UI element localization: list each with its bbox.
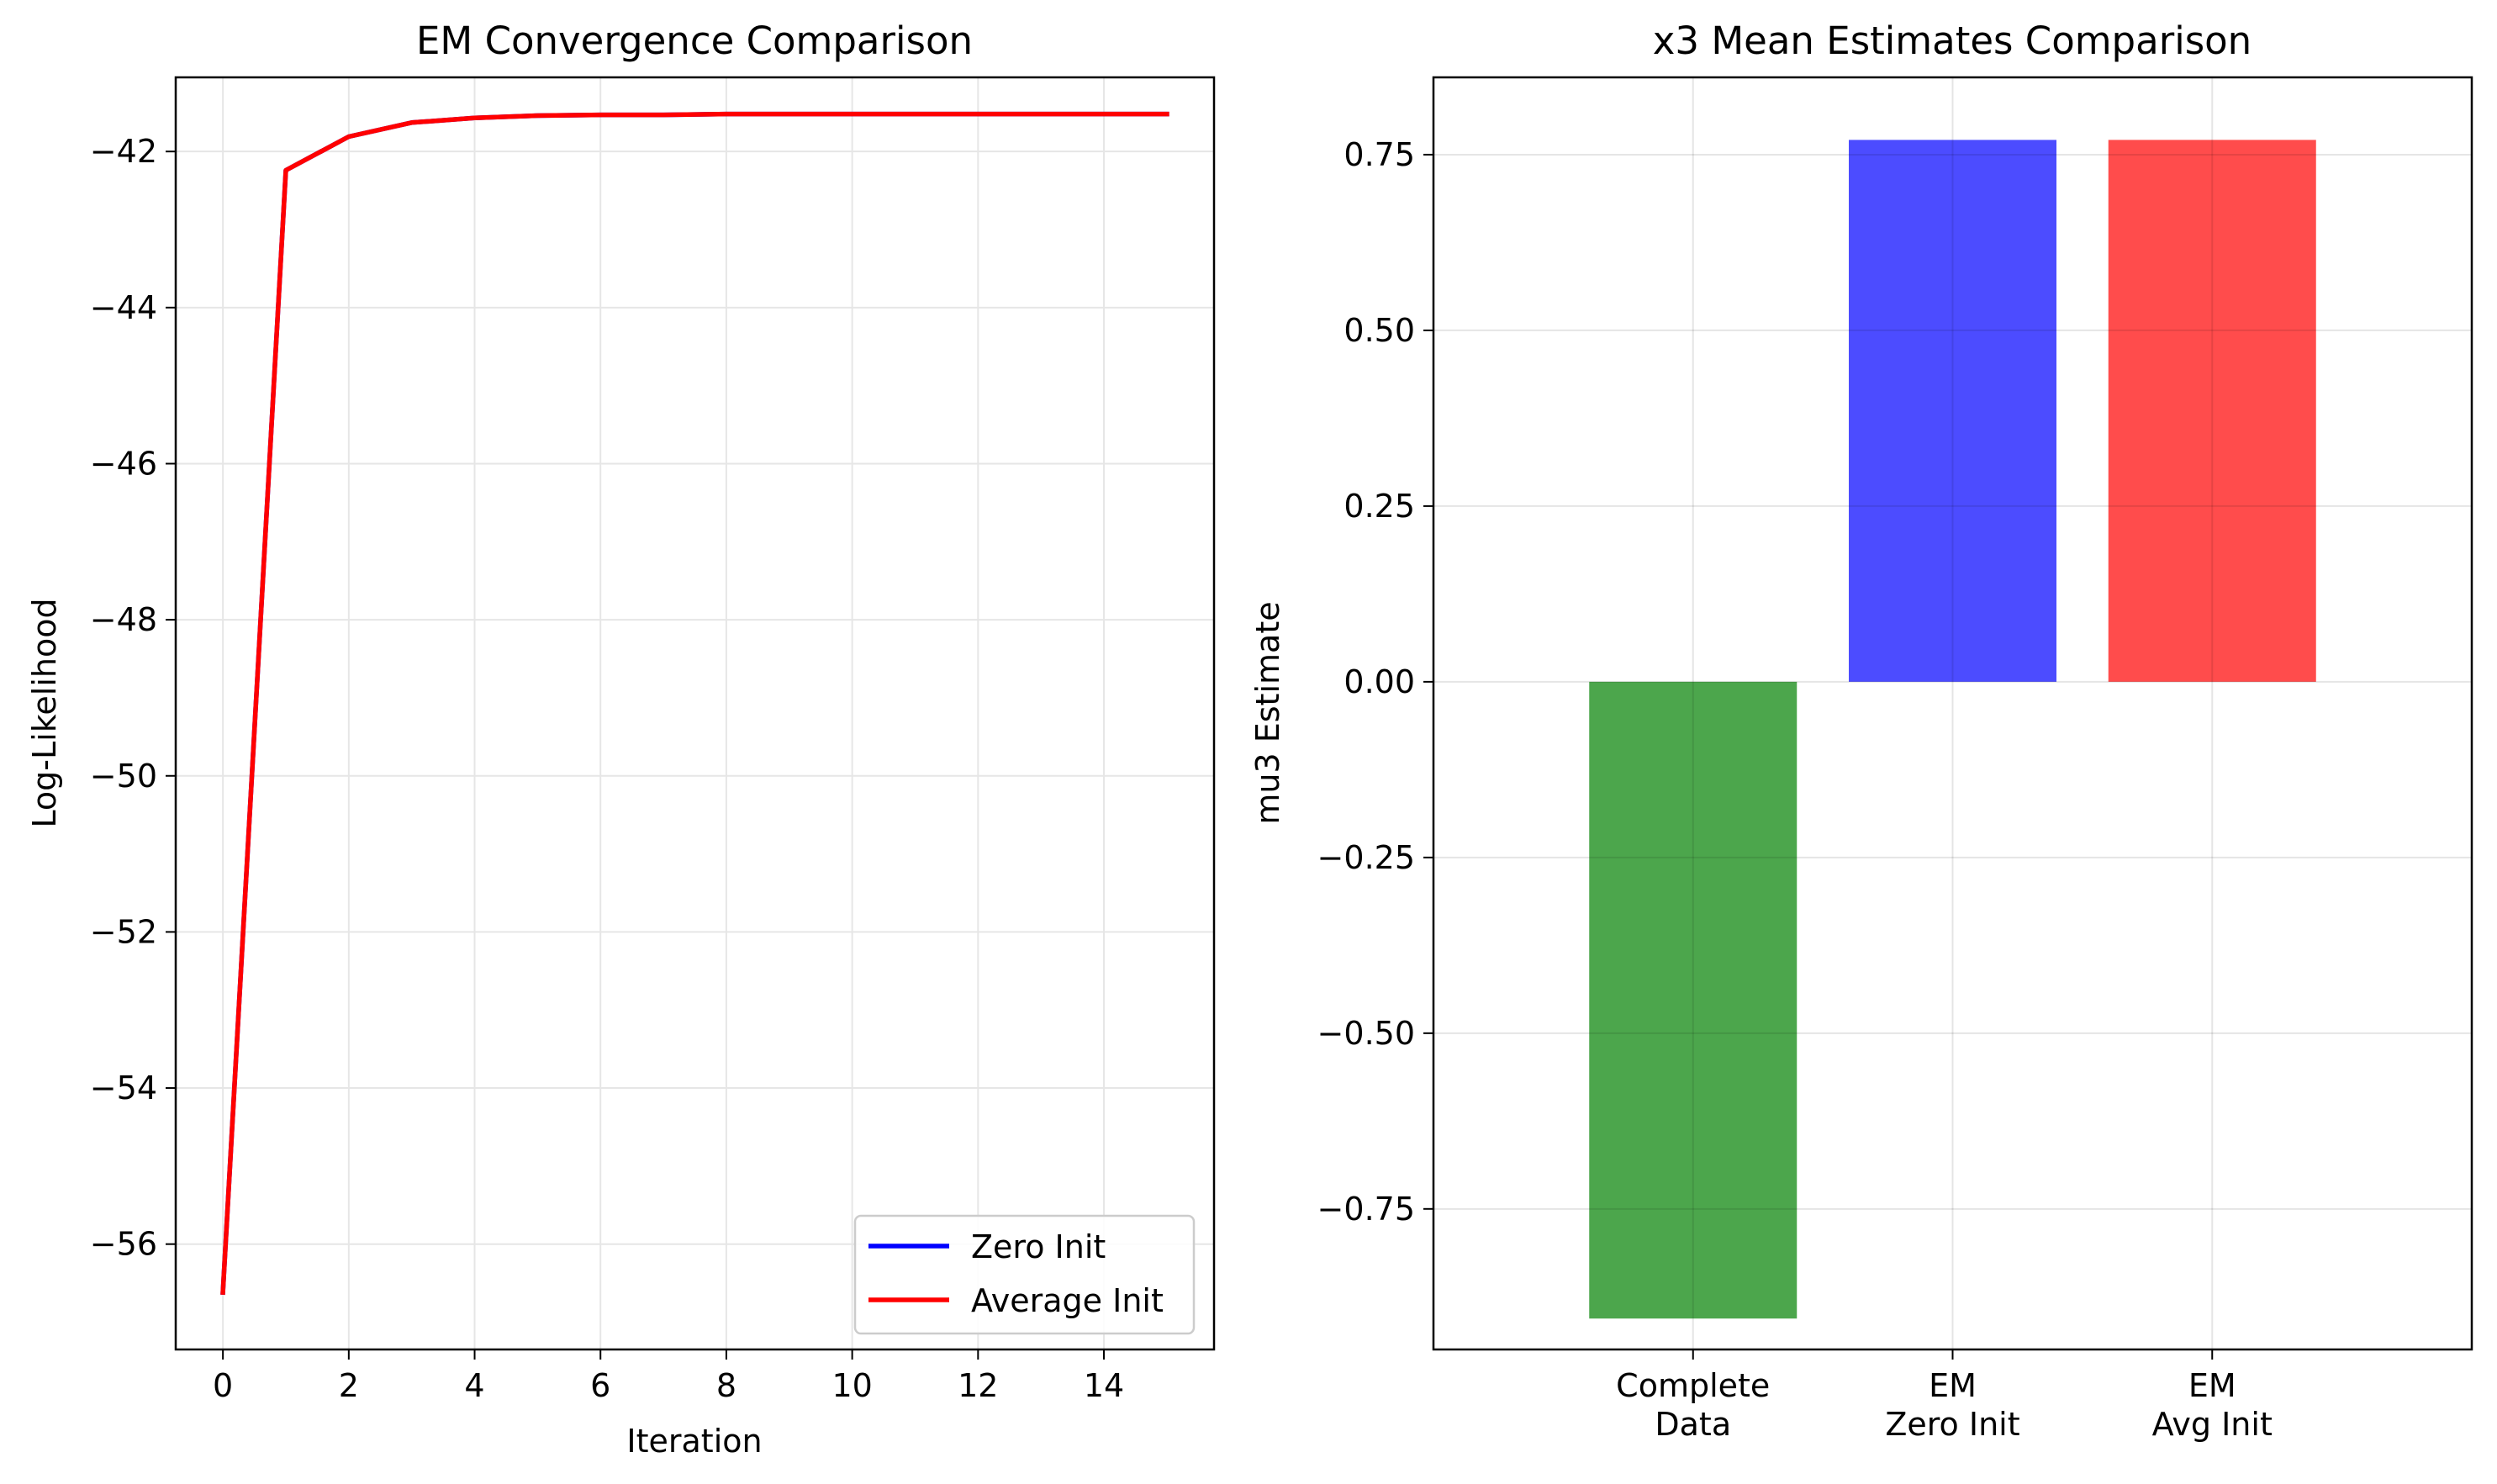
- x-tick-label: 4: [464, 1367, 484, 1404]
- x-tick-label: 10: [831, 1367, 872, 1404]
- convergence-gridlines: [176, 77, 1214, 1349]
- y-tick-label: 0.25: [1344, 488, 1415, 525]
- x-tick-label: Data: [1655, 1406, 1731, 1443]
- x-tick-label: 6: [590, 1367, 610, 1404]
- bar-2: [2108, 140, 2316, 682]
- y-tick-label: −0.25: [1317, 839, 1415, 876]
- convergence-chart: EM Convergence Comparison 0 2 4 6 8 10 12 14 −5…: [26, 18, 1216, 1460]
- mean-estimates-chart-title: x3 Mean Estimates Comparison: [1653, 18, 2252, 63]
- y-tick-label: −44: [90, 289, 157, 326]
- y-tick-label: −52: [90, 913, 157, 950]
- y-tick-label: 0.50: [1344, 312, 1415, 349]
- y-tick-label: −0.75: [1317, 1191, 1415, 1228]
- convergence-legend: Zero Init Average Init: [853, 1214, 1196, 1335]
- convergence-y-axis-label: Log-Likelihood: [26, 598, 63, 827]
- mean-estimates-chart: x3 Mean Estimates Comparison CompleteDat…: [1249, 18, 2473, 1443]
- y-tick-label: 0.00: [1344, 663, 1415, 700]
- y-tick-label: −46: [90, 445, 157, 482]
- x-tick-label: 8: [716, 1367, 736, 1404]
- y-tick-label: −54: [90, 1069, 157, 1106]
- y-tick-label: −50: [90, 758, 157, 795]
- bar-0: [1589, 681, 1798, 1319]
- x-tick-label: Complete: [1616, 1367, 1770, 1404]
- bar-1: [1849, 140, 2056, 682]
- convergence-chart-title: EM Convergence Comparison: [416, 18, 973, 63]
- y-tick-label: 0.75: [1344, 136, 1415, 173]
- legend-label-zero-init: Zero Init: [971, 1228, 1106, 1265]
- convergence-y-ticks: −56 −54 −52 −50 −48 −46 −44 −42: [90, 133, 176, 1263]
- mean-estimates-y-axis-label: mu3 Estimate: [1249, 601, 1286, 824]
- convergence-series-lines: [220, 111, 1169, 1296]
- legend-label-average-init: Average Init: [971, 1282, 1164, 1319]
- x-tick-label: 12: [958, 1367, 998, 1404]
- convergence-x-axis-label: Iteration: [626, 1423, 762, 1460]
- y-tick-label: −56: [90, 1226, 157, 1263]
- y-tick-label: −0.50: [1317, 1015, 1415, 1052]
- x-tick-label: 14: [1084, 1367, 1124, 1404]
- convergence-x-ticks: 0 2 4 6 8 10 12 14: [213, 1349, 1124, 1404]
- mean-estimates-bars: [1589, 140, 2316, 1319]
- x-tick-label: Zero Init: [1885, 1406, 2019, 1443]
- x-tick-label: Avg Init: [2152, 1406, 2273, 1443]
- mean-estimates-gridlines: [1433, 77, 2472, 1349]
- convergence-plot-frame: [174, 76, 1216, 1351]
- y-tick-label: −42: [90, 133, 157, 170]
- x-tick-label: EM: [1929, 1367, 1977, 1404]
- x-tick-label: EM: [2188, 1367, 2236, 1404]
- series-line-average-init: [220, 111, 1169, 1296]
- y-tick-label: −48: [90, 601, 157, 638]
- mean-estimates-y-ticks: −0.75 −0.50 −0.25 0.00 0.25 0.50 0.75: [1317, 136, 1433, 1228]
- x-tick-label: 2: [339, 1367, 359, 1404]
- x-tick-label: 0: [213, 1367, 233, 1404]
